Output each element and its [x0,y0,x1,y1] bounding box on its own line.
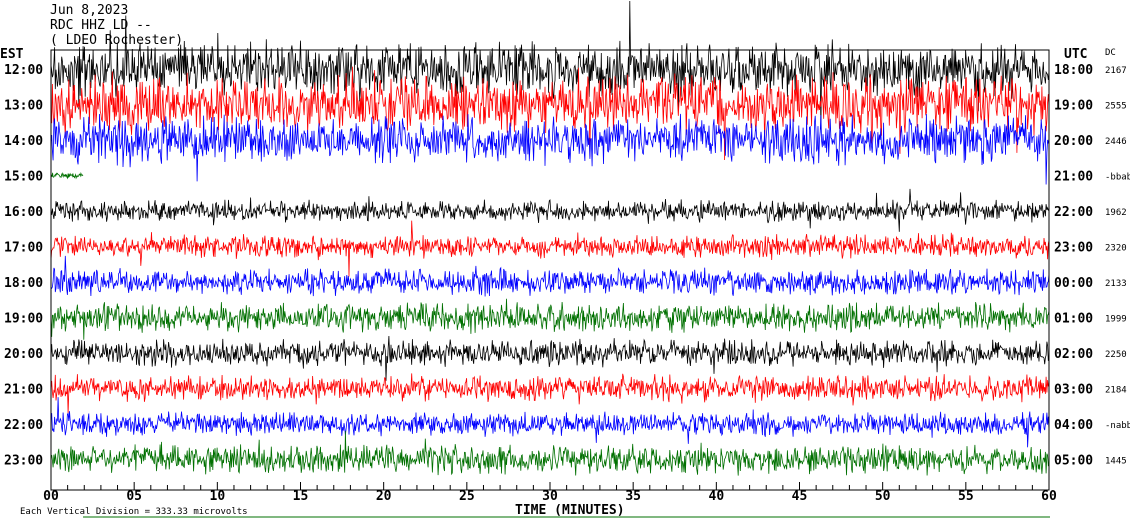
x-tick-label: 50 [875,489,891,504]
utc-axis-title: UTC [1064,47,1087,62]
dc-offset-value: 2555 [1105,102,1127,112]
utc-hour-label: 03:00 [1054,383,1093,398]
trace-1400 [50,113,1050,185]
est-hour-label: 16:00 [4,205,43,220]
x-tick-label: 15 [293,489,309,504]
utc-hour-label: 20:00 [1054,134,1093,149]
utc-hour-label: 02:00 [1054,347,1093,362]
utc-hour-label: 04:00 [1054,418,1093,433]
trace-1500 [50,171,84,180]
est-hour-label: 23:00 [4,454,43,469]
trace-1700 [50,220,1050,277]
est-hour-label: 20:00 [4,347,43,362]
trace-2200 [50,397,1050,448]
dc-offset-value: -nabbbd [1105,421,1130,431]
x-tick-label: 30 [542,489,558,504]
trace-1200 [50,0,1050,130]
est-axis-title: EST [0,47,24,62]
est-hour-label: 15:00 [4,170,43,185]
trace-1600 [50,188,1050,232]
dc-offset-value: 1962 [1105,208,1127,218]
x-tick-label: 10 [210,489,226,504]
est-hour-label: 19:00 [4,312,43,327]
dc-offset-value: -bbabbb [1105,173,1130,183]
dc-offset-value: 1445 [1105,457,1127,467]
x-tick-label: 00 [43,489,59,504]
dc-offset-value: 2446 [1105,137,1127,147]
station-location: ( LDEO Rochester) [50,33,184,48]
scale-note: Each Vertical Division = 333.33 microvol… [20,507,248,517]
dc-offset-value: 2167 [1105,66,1127,76]
x-tick-label: 40 [709,489,725,504]
utc-hour-label: 23:00 [1054,241,1093,256]
est-hour-label: 22:00 [4,418,43,433]
x-tick-label: 60 [1041,489,1057,504]
x-tick-label: 20 [376,489,392,504]
x-tick-label: 25 [459,489,475,504]
x-tick-label: 05 [126,489,142,504]
est-hour-label: 21:00 [4,383,43,398]
x-tick-label: 35 [625,489,641,504]
utc-hour-label: 05:00 [1054,454,1093,469]
dc-offset-value: 2250 [1105,350,1127,360]
utc-hour-label: 22:00 [1054,205,1093,220]
trace-1800 [50,255,1050,297]
est-hour-label: 13:00 [4,99,43,114]
utc-hour-label: 19:00 [1054,99,1093,114]
utc-hour-label: 01:00 [1054,312,1093,327]
trace-2000 [50,335,1050,381]
chart-date: Jun 8,2023 [50,3,129,18]
trace-2100 [50,373,1050,414]
utc-hour-label: 18:00 [1054,63,1093,78]
est-hour-label: 12:00 [4,63,43,78]
dc-offset-value: 1999 [1105,315,1127,325]
trace-1300 [50,66,1050,161]
x-tick-label: 45 [792,489,808,504]
est-hour-label: 14:00 [4,134,43,149]
dc-offset-value: 2133 [1105,279,1127,289]
est-hour-label: 18:00 [4,276,43,291]
dc-offset-value: 2320 [1105,244,1127,254]
trace-1900 [50,298,1050,340]
utc-hour-label: 21:00 [1054,170,1093,185]
dc-title: DC [1105,48,1116,58]
utc-hour-label: 00:00 [1054,276,1093,291]
dc-offset-value: 2184 [1105,386,1127,396]
x-tick-label: 55 [958,489,974,504]
trace-2300 [50,430,1050,476]
est-hour-label: 17:00 [4,241,43,256]
x-axis-label: TIME (MINUTES) [515,503,625,518]
